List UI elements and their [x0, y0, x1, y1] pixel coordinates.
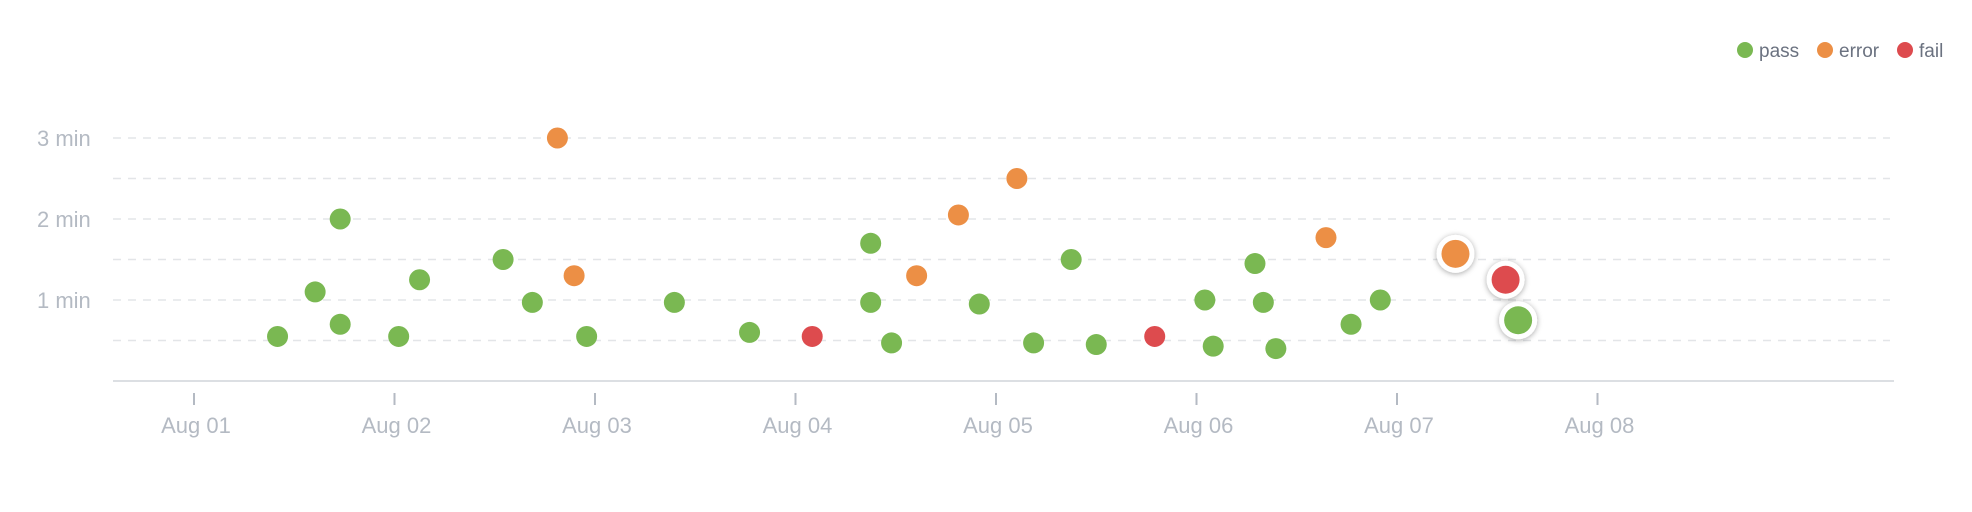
data-point-pass [1504, 306, 1533, 335]
data-point-pass [1369, 289, 1391, 311]
data-point-pass [521, 291, 543, 313]
data-point-pass [860, 232, 882, 254]
data-point-pass [663, 291, 685, 313]
data-point-pass [492, 249, 514, 270]
data-point-pass [267, 325, 289, 347]
data-point-error [947, 204, 969, 226]
data-point-pass [1023, 332, 1045, 354]
data-point-pass [1085, 334, 1107, 356]
data-point-fail [801, 325, 823, 347]
x-tick-label: Aug 01 [161, 413, 231, 438]
legend-dot-fail [1897, 42, 1913, 58]
data-point-pass [860, 291, 882, 313]
data-points [267, 127, 1538, 360]
y-tick-label: 2 min [37, 207, 91, 232]
legend-dot-error [1817, 42, 1833, 58]
x-tick-label: Aug 04 [763, 413, 833, 438]
data-point-pass [576, 325, 598, 347]
x-tick-label: Aug 03 [562, 413, 632, 438]
grid-lines [113, 137, 1890, 342]
data-point-pass [409, 269, 431, 291]
data-point-pass [739, 321, 761, 343]
legend-label-error: error [1839, 41, 1880, 62]
data-point-pass [304, 281, 326, 303]
data-point-pass [1194, 289, 1216, 311]
x-tick-label: Aug 06 [1164, 413, 1234, 438]
data-point-pass [1265, 338, 1287, 360]
data-point-error [1315, 227, 1337, 249]
data-point-pass [1244, 253, 1266, 275]
legend-label-fail: fail [1919, 41, 1943, 62]
y-tick-label: 1 min [37, 288, 91, 313]
data-point-fail [1491, 265, 1520, 294]
data-point-pass [388, 325, 410, 347]
data-point-error [1441, 239, 1470, 268]
data-point-error [546, 127, 568, 149]
data-point-pass [881, 332, 903, 354]
y-tick-label: 3 min [37, 126, 91, 151]
data-point-pass [1252, 291, 1274, 313]
data-point-error [563, 265, 585, 287]
data-point-fail [1144, 325, 1166, 347]
data-point-pass [1202, 335, 1224, 357]
legend: pass error fail [1737, 41, 1943, 62]
y-axis-labels: 1 min 2 min 3 min [37, 126, 91, 313]
data-point-pass [1060, 249, 1082, 270]
x-axis: Aug 01 Aug 02 Aug 03 Aug 04 Aug 05 Aug 06 Aug … [113, 380, 1894, 438]
data-point-pass [329, 313, 351, 335]
x-tick-label: Aug 07 [1364, 413, 1434, 438]
data-point-pass [968, 293, 990, 315]
x-tick-label: Aug 02 [362, 413, 432, 438]
data-point-pass [329, 208, 351, 230]
legend-label-pass: pass [1759, 41, 1799, 62]
data-point-error [1006, 168, 1028, 189]
x-tick-label: Aug 08 [1565, 413, 1635, 438]
data-point-pass [1340, 313, 1362, 335]
x-tick-label: Aug 05 [963, 413, 1033, 438]
data-point-error [906, 265, 928, 287]
legend-dot-pass [1737, 42, 1753, 58]
